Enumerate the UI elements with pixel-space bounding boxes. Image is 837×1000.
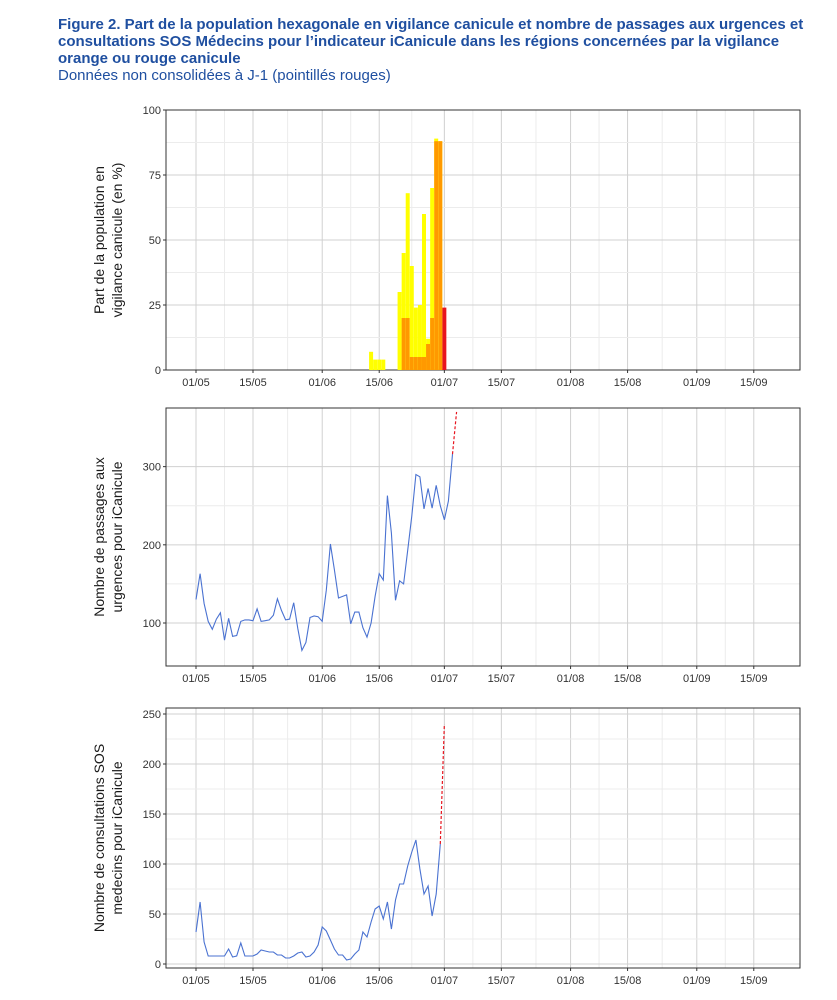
series-line xyxy=(195,839,441,961)
bar-yellow xyxy=(413,307,418,370)
x-tick-label: 01/06 xyxy=(308,377,336,389)
x-tick-label: 01/09 xyxy=(683,975,711,987)
x-tick-label: 15/07 xyxy=(488,377,516,389)
x-tick-label: 01/05 xyxy=(182,673,210,685)
bar-yellow xyxy=(373,359,378,370)
x-tick-label: 01/07 xyxy=(431,377,459,389)
bar-yellow xyxy=(397,292,402,370)
x-tick-label: 15/06 xyxy=(365,673,393,685)
y-tick-label: 75 xyxy=(149,170,161,182)
y-tick-label: 50 xyxy=(149,909,161,921)
x-tick-label: 15/09 xyxy=(740,377,768,389)
x-tick-label: 01/07 xyxy=(431,673,459,685)
x-tick-label: 01/06 xyxy=(308,673,336,685)
bar-orange xyxy=(426,344,431,370)
x-tick-label: 01/05 xyxy=(182,975,210,987)
x-tick-label: 15/08 xyxy=(614,975,642,987)
x-tick-label: 01/06 xyxy=(308,975,336,987)
bar-orange xyxy=(401,318,406,370)
y-tick-label: 0 xyxy=(155,959,161,971)
y-tick-label: 100 xyxy=(143,859,161,871)
y-tick-label: 25 xyxy=(149,300,161,312)
y-axis-title-line-1: Part de la population en xyxy=(91,166,107,314)
y-tick-label: 50 xyxy=(149,235,161,247)
y-tick-label: 100 xyxy=(143,105,161,117)
y-tick-label: 150 xyxy=(143,809,161,821)
chart-panel-2: 100 200 300 01/05 15/05 01/06 15/06 01/07 15/07 0… xyxy=(91,407,801,685)
bar-yellow xyxy=(401,253,406,370)
figure-title-block: Figure 2. Part de la population hexagona… xyxy=(58,16,828,84)
y-tick-label: 250 xyxy=(143,709,161,721)
x-tick-label: 01/08 xyxy=(557,975,585,987)
bar-yellow xyxy=(417,305,422,370)
figure-title: Figure 2. Part de la population hexagona… xyxy=(58,16,804,67)
provisional-dashed-line xyxy=(451,411,458,455)
bar-orange xyxy=(417,357,422,370)
panel-frame xyxy=(165,109,801,371)
x-tick-label: 01/05 xyxy=(182,377,210,389)
panel-frame xyxy=(165,407,801,667)
bar-orange xyxy=(438,141,443,370)
bar-yellow xyxy=(422,214,426,370)
y-tick-label: 200 xyxy=(143,540,161,552)
bar-orange xyxy=(430,318,435,370)
x-tick-label: 15/08 xyxy=(614,673,642,685)
y-axis-title-line-2: vigilance canicule (en %) xyxy=(109,163,125,318)
chart-panel-1: 0 25 50 75 100 01/05 15/05 01/06 15/06 01/07 15/07… xyxy=(91,105,801,389)
x-tick-label: 15/09 xyxy=(740,673,768,685)
x-tick-label: 15/05 xyxy=(239,673,267,685)
bar-orange xyxy=(405,318,410,370)
bar-red xyxy=(442,307,447,370)
x-tick-label: 01/07 xyxy=(431,975,459,987)
bar-yellow xyxy=(377,359,382,370)
x-tick-label: 15/07 xyxy=(488,975,516,987)
y-axis-title-line-2: medecins pour iCanicule xyxy=(109,761,125,915)
y-axis-title-line-2: urgences pour iCanicule xyxy=(109,461,125,612)
bar-orange xyxy=(422,357,426,370)
bar-orange xyxy=(413,357,418,370)
bar-yellow xyxy=(430,188,435,370)
panel-frame xyxy=(165,707,801,969)
bar-orange xyxy=(434,141,439,370)
x-tick-label: 15/08 xyxy=(614,377,642,389)
bar-yellow xyxy=(369,351,374,370)
bar-yellow xyxy=(409,266,414,370)
x-tick-label: 15/06 xyxy=(365,975,393,987)
x-tick-label: 01/09 xyxy=(683,673,711,685)
y-tick-label: 0 xyxy=(155,365,161,377)
x-tick-label: 01/08 xyxy=(557,673,585,685)
x-tick-label: 15/06 xyxy=(365,377,393,389)
chart-panel-3: 0 50 100 150 200 250 01/05 15/05 01/06 15/06 01/07… xyxy=(91,707,801,987)
figure-subtitle: Données non consolidées à J-1 (pointillé… xyxy=(58,67,391,84)
x-tick-label: 15/09 xyxy=(740,975,768,987)
x-tick-label: 01/08 xyxy=(557,377,585,389)
x-tick-label: 15/05 xyxy=(239,975,267,987)
x-tick-label: 01/09 xyxy=(683,377,711,389)
bar-yellow xyxy=(405,193,410,370)
y-tick-label: 300 xyxy=(143,462,161,474)
y-tick-label: 100 xyxy=(143,618,161,630)
x-tick-label: 15/05 xyxy=(239,377,267,389)
bar-orange xyxy=(409,357,414,370)
provisional-dashed-line xyxy=(439,723,445,845)
y-tick-label: 200 xyxy=(143,759,161,771)
series-line xyxy=(195,454,454,653)
x-tick-label: 15/07 xyxy=(488,673,516,685)
bar-yellow xyxy=(381,359,386,370)
y-axis-title-line-1: Nombre de passages aux xyxy=(91,457,107,617)
y-axis-title-line-1: Nombre de consultations SOS xyxy=(91,744,107,932)
